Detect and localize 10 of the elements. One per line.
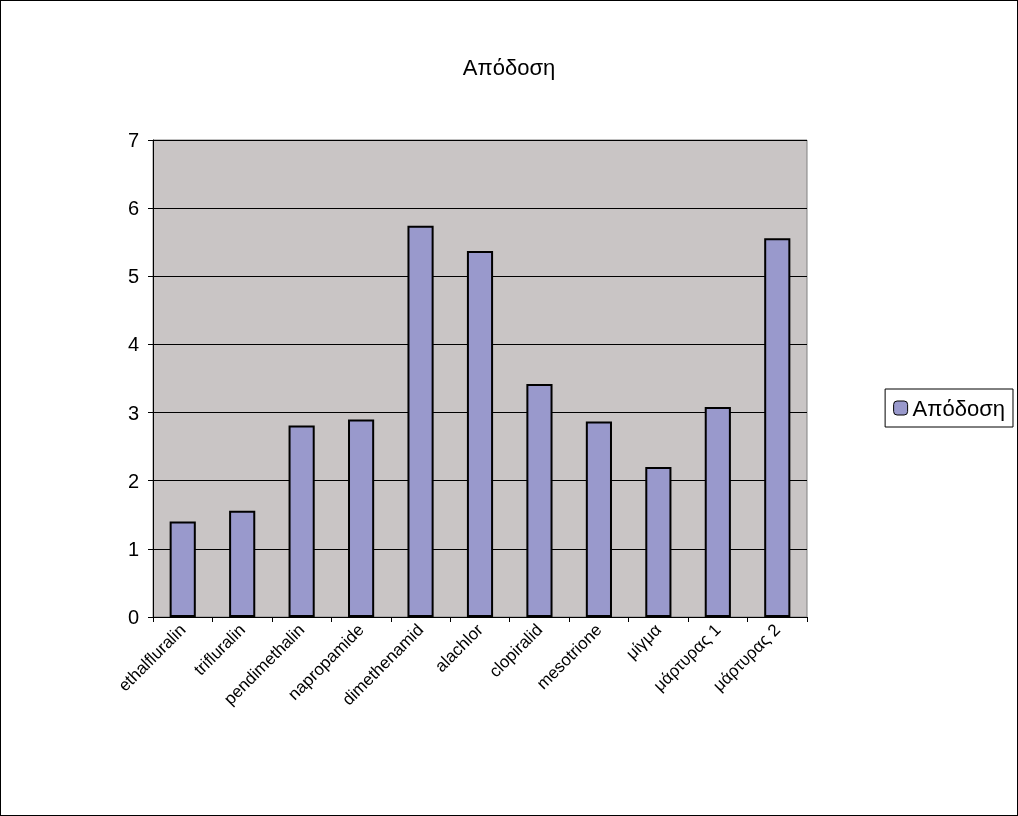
y-tick-label: 5 — [127, 265, 139, 288]
chart-title: Απόδοση — [462, 54, 556, 80]
y-tick-label: 0 — [127, 606, 139, 628]
legend-label: Απόδοση — [912, 395, 1006, 421]
y-tick-label: 4 — [127, 333, 139, 356]
y-tick-label: 6 — [127, 197, 139, 220]
y-tick-label: 1 — [127, 537, 139, 560]
y-tick-label: 2 — [127, 469, 139, 492]
y-tick-label: 3 — [127, 401, 139, 424]
y-tick-label: 7 — [127, 129, 139, 151]
